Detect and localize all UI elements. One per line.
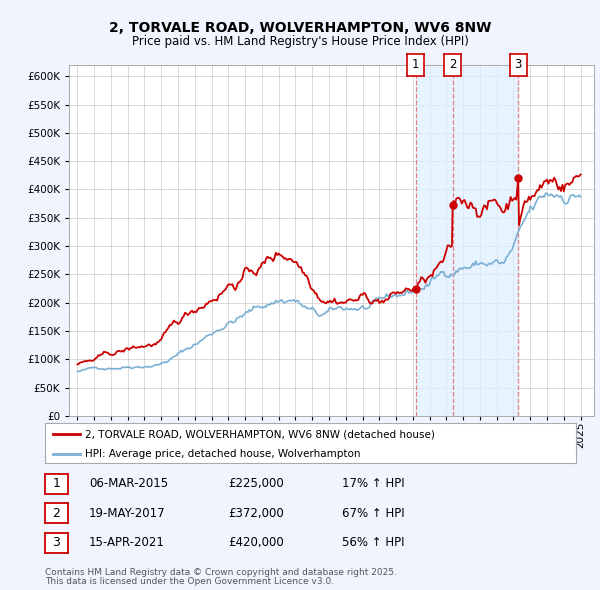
Text: 3: 3 — [52, 536, 61, 549]
Text: 2: 2 — [52, 507, 61, 520]
Text: 15-APR-2021: 15-APR-2021 — [89, 536, 164, 549]
Text: 56% ↑ HPI: 56% ↑ HPI — [342, 536, 404, 549]
Text: 67% ↑ HPI: 67% ↑ HPI — [342, 507, 404, 520]
Text: 19-MAY-2017: 19-MAY-2017 — [89, 507, 166, 520]
Text: Price paid vs. HM Land Registry's House Price Index (HPI): Price paid vs. HM Land Registry's House … — [131, 35, 469, 48]
Text: 17% ↑ HPI: 17% ↑ HPI — [342, 477, 404, 490]
Text: 2, TORVALE ROAD, WOLVERHAMPTON, WV6 8NW: 2, TORVALE ROAD, WOLVERHAMPTON, WV6 8NW — [109, 21, 491, 35]
Text: 2: 2 — [449, 58, 457, 71]
Text: £372,000: £372,000 — [228, 507, 284, 520]
Bar — [416, 65, 518, 416]
Text: 2, TORVALE ROAD, WOLVERHAMPTON, WV6 8NW (detached house): 2, TORVALE ROAD, WOLVERHAMPTON, WV6 8NW … — [85, 430, 434, 440]
Text: 3: 3 — [514, 58, 522, 71]
Text: 1: 1 — [412, 58, 419, 71]
Text: HPI: Average price, detached house, Wolverhampton: HPI: Average price, detached house, Wolv… — [85, 450, 361, 460]
Text: This data is licensed under the Open Government Licence v3.0.: This data is licensed under the Open Gov… — [45, 577, 334, 586]
Text: £225,000: £225,000 — [228, 477, 284, 490]
Text: £420,000: £420,000 — [228, 536, 284, 549]
Text: 06-MAR-2015: 06-MAR-2015 — [89, 477, 168, 490]
Text: Contains HM Land Registry data © Crown copyright and database right 2025.: Contains HM Land Registry data © Crown c… — [45, 568, 397, 577]
Text: 1: 1 — [52, 477, 61, 490]
